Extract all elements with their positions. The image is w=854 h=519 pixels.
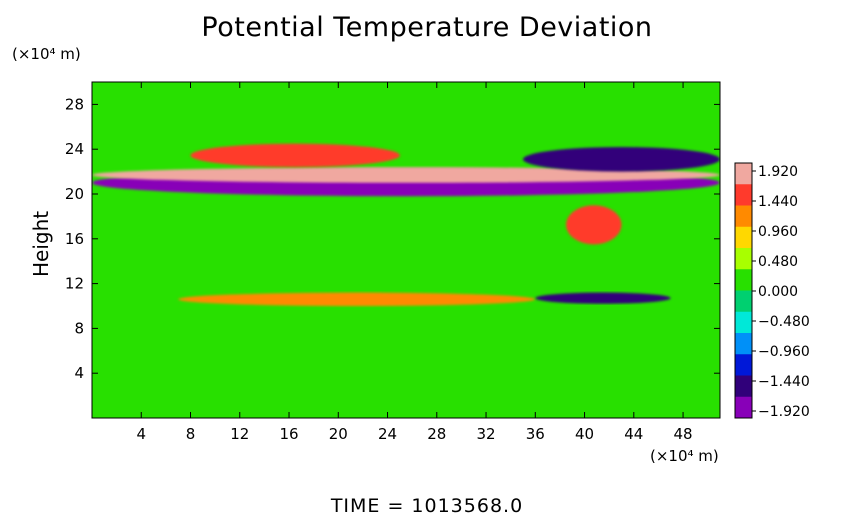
colorbar-swatch: [735, 311, 752, 334]
x-tick-label: 16: [279, 425, 298, 443]
x-tick-label: 32: [476, 425, 495, 443]
x-tick-label: 8: [186, 425, 196, 443]
time-readout: TIME = 1013568.0: [330, 495, 524, 517]
x-tick-label: 20: [329, 425, 348, 443]
colorbar-swatch: [735, 184, 752, 206]
chart-title: Potential Temperature Deviation: [201, 12, 653, 43]
colorbar-swatch: [735, 205, 752, 228]
x-tick-label: 44: [624, 425, 643, 443]
heatmap-feature-3: [522, 146, 720, 172]
heatmap-feature-5: [535, 292, 671, 304]
heatmap-feature: [522, 146, 720, 172]
x-tick-label: 36: [526, 425, 545, 443]
heatmap-feature: [566, 205, 622, 245]
heatmap-plot-area: [92, 82, 720, 418]
colorbar-label: 1.440: [758, 194, 798, 210]
plot-frame: [91, 81, 721, 419]
y-tick-label: 4: [74, 364, 84, 382]
heatmap-feature: [535, 292, 671, 304]
colorbar-swatch: [735, 396, 752, 419]
heatmap-feature-1: [92, 167, 720, 183]
colorbar-label: 0.000: [758, 284, 798, 300]
colorbar-label: −0.960: [758, 344, 810, 360]
heatmap-background: [92, 82, 720, 418]
heatmap-feature: [178, 292, 536, 306]
x-axis: 4 8 12 16 20 24 28 32 36 40 44 48: [136, 82, 693, 443]
colorbar-label: −0.480: [758, 314, 810, 330]
x-tick-label: 40: [575, 425, 594, 443]
x-tick-label: 24: [378, 425, 397, 443]
colorbar-swatch: [735, 226, 752, 249]
x-tick-label: 4: [136, 425, 146, 443]
x-tick-label: 28: [427, 425, 446, 443]
y-tick-label: 16: [65, 230, 84, 248]
colorbar-label: 0.960: [758, 224, 798, 240]
colorbar-label: 0.480: [758, 254, 798, 270]
colorbar-label: −1.440: [758, 374, 810, 390]
x-axis-units: (×10⁴ m): [650, 447, 719, 465]
y-tick-label: 12: [65, 275, 84, 293]
x-tick-label: 48: [674, 425, 693, 443]
y-tick-label: 20: [65, 185, 84, 203]
colorbar-swatch: [735, 269, 752, 291]
y-tick-label: 8: [74, 319, 84, 337]
colorbar-label: −1.920: [758, 404, 810, 420]
colorbar-swatch: [735, 290, 752, 313]
heatmap-feature-6: [566, 205, 622, 245]
colorbar-swatch: [735, 375, 752, 398]
colorbar: 1.920 1.440 0.960 0.480 0.000 −0.480 −0.960 −1.…: [734, 162, 810, 420]
y-tick-label: 24: [65, 140, 84, 158]
heatmap-feature: [190, 143, 400, 168]
y-tick-label: 28: [65, 95, 84, 113]
heatmap-feature-4: [178, 292, 536, 306]
colorbar-label: 1.920: [758, 164, 798, 180]
x-tick-label: 12: [230, 425, 249, 443]
colorbar-swatch: [735, 354, 752, 376]
colorbar-swatch: [735, 163, 752, 185]
heatmap-feature: [92, 167, 720, 183]
heatmap-feature-2: [190, 143, 400, 168]
colorbar-swatch: [735, 333, 752, 355]
y-axis: 4 8 12 16 20 24 28: [65, 95, 720, 382]
y-axis-units: (×10⁴ m): [12, 45, 81, 63]
colorbar-swatch: [735, 248, 752, 270]
